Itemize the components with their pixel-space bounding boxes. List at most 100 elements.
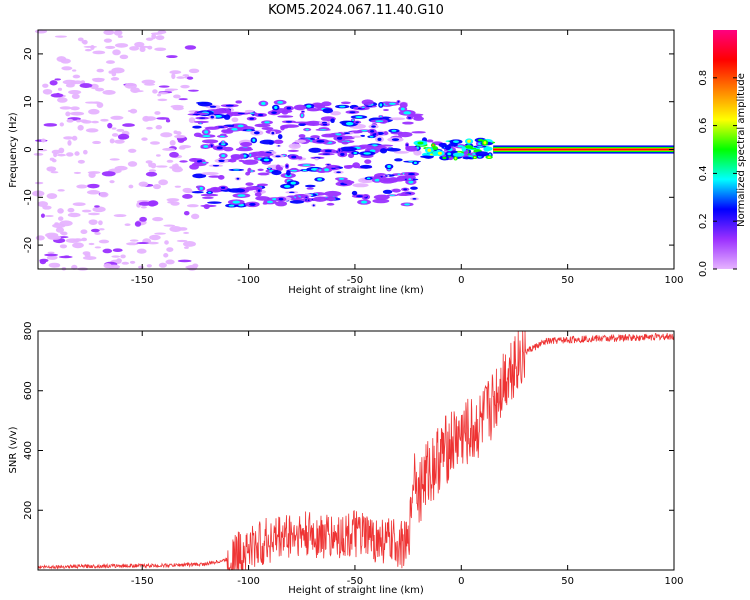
spectrogram-cell — [426, 139, 434, 143]
spectrogram-cell-core — [221, 154, 226, 158]
spectrogram-cell — [142, 115, 150, 122]
spectrogram-cell-core — [487, 156, 491, 159]
spectrogram-cell — [452, 152, 465, 157]
spectrogram-cell — [244, 109, 255, 113]
spectrogram-cell — [71, 69, 77, 72]
spectrogram-cell — [158, 91, 169, 95]
spectrogram-cell — [277, 134, 283, 140]
spectrogram-cell — [312, 196, 328, 202]
spectrogram-cell-core — [220, 186, 226, 189]
spectrogram-cell — [155, 35, 165, 41]
spectrogram-cell — [308, 147, 322, 153]
spectrogram-cell — [141, 137, 148, 141]
spectrogram-cell — [117, 133, 130, 140]
spectrogram-cell-core — [400, 107, 405, 111]
spectrogram-cell — [201, 171, 219, 176]
spectrogram-cell — [126, 242, 139, 246]
spectrogram-cell — [351, 190, 358, 196]
spectrogram-cell — [156, 117, 170, 120]
colorbar-tick-label: 0.2 — [698, 213, 709, 229]
snr-x-label: Height of straight line (km) — [288, 585, 424, 596]
spectrogram-cell — [173, 94, 181, 99]
spectrogram-cell — [166, 55, 178, 59]
spectrogram-cell — [326, 202, 335, 206]
spectrogram-cell — [223, 109, 232, 114]
spectrogram-cell — [169, 70, 182, 75]
spectrogram-cell — [146, 126, 153, 130]
spectrogram-cell — [380, 148, 388, 154]
spectrogram-cell — [289, 200, 305, 204]
spectrogram-cell-core — [285, 164, 288, 168]
spectrogram-cell-core — [361, 129, 368, 132]
spectrogram-cell — [134, 221, 142, 227]
spectrogram-cell — [57, 189, 65, 192]
spectrogram-cell — [128, 148, 137, 153]
spectrogram-cell — [310, 135, 320, 139]
spectrogram-cell — [86, 190, 101, 195]
spectrogram-cell — [169, 140, 176, 146]
spectrogram-cell — [165, 259, 175, 265]
spectrogram-cell-core — [317, 178, 322, 181]
spectrogram-cell — [169, 165, 182, 170]
spectrogram-cell — [111, 133, 119, 137]
spectrogram-cell — [74, 151, 80, 156]
spectrogram-cell — [192, 125, 202, 129]
spectrogram-cell — [152, 216, 164, 222]
spectrogram-cell — [235, 147, 254, 152]
spectrogram-cell-core — [340, 152, 345, 156]
spectrogram-cell — [200, 204, 217, 208]
spectrogram-cell — [273, 139, 284, 144]
spectrogram-cell — [160, 132, 173, 138]
spectrogram-cell — [154, 111, 161, 115]
spectrogram-cell — [339, 146, 358, 152]
spectrogram-cell-core — [271, 131, 275, 135]
spectrogram-cell — [39, 258, 49, 263]
spectrogram-cell — [66, 118, 74, 123]
spectrogram-cell — [77, 159, 85, 164]
spectrogram-cell — [88, 108, 100, 115]
spectrogram-cell-core — [309, 140, 313, 142]
spectrogram-cell-core — [338, 177, 345, 180]
spectrogram-cell-core — [312, 204, 315, 207]
spectrogram-cell — [391, 188, 401, 193]
spectrogram-cell — [200, 193, 219, 197]
spectrogram-cell — [43, 123, 58, 127]
spectrogram-cell — [72, 242, 84, 249]
spectrogram-cell-core — [483, 141, 487, 145]
spectrogram-cell — [59, 231, 67, 235]
spectrogram-cell-core — [212, 164, 220, 167]
spectrogram-cell-core — [264, 121, 270, 124]
spectrogram-cell — [44, 214, 54, 218]
spectrogram-cell — [112, 248, 123, 253]
spectrogram-cell-core — [306, 104, 312, 108]
spectrogram-cell-core — [408, 180, 414, 184]
spectrogram-cell-core — [275, 155, 281, 158]
spectrogram-cell-core — [199, 186, 204, 190]
spectrogram-cell — [287, 149, 299, 152]
spectrogram-cell — [186, 204, 199, 208]
spectrogram-cell — [102, 89, 116, 95]
spectrogram-cell — [65, 111, 71, 117]
spectrogram-cell — [98, 228, 105, 231]
spectrogram-cell — [59, 244, 68, 249]
spectrogram-cell — [72, 74, 81, 79]
spectrogram-cell — [184, 246, 189, 249]
spectrogram-cell — [138, 181, 149, 187]
spectrogram-cell — [169, 226, 182, 233]
spectrogram-cell — [361, 99, 374, 106]
spectrogram-cell — [152, 184, 161, 190]
spectrogram-cell-core — [403, 111, 411, 115]
spectrogram-cell — [163, 224, 176, 227]
spectrogram-cell — [373, 194, 390, 200]
spectrogram-cell — [174, 185, 182, 188]
spectrogram-cell-core — [271, 111, 277, 115]
spectrogram-cell — [154, 232, 167, 235]
spectrogram-cell-core — [326, 163, 330, 166]
spectrogram-cell-core — [290, 169, 298, 172]
spectrogram-cell — [102, 248, 113, 254]
spectrogram-cell — [145, 171, 158, 177]
spectrogram-cell — [411, 131, 426, 134]
spectrogram-cell — [67, 207, 75, 213]
spectrogram-cell — [182, 74, 190, 77]
spectrogram-cell — [50, 93, 64, 98]
